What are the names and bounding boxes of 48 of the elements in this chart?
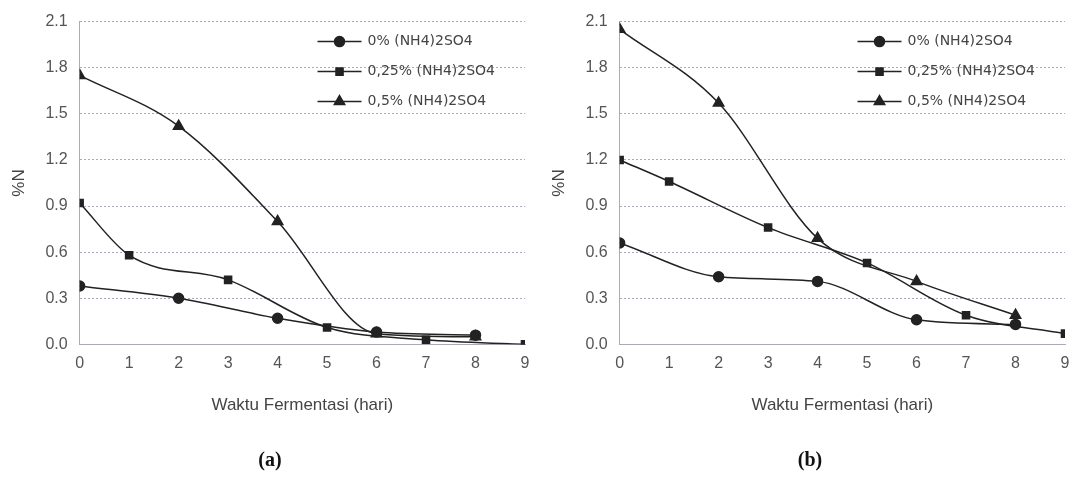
x-axis-title: Waktu Fermentasi (hari) xyxy=(751,395,934,415)
x-tick-label: 2 xyxy=(714,354,724,372)
x-tick-label: 0 xyxy=(75,354,85,372)
y-tick-label: 1.8 xyxy=(45,58,68,76)
legend-label: 0,5% (NH4)2SO4 xyxy=(367,92,487,109)
x-tick-label: 5 xyxy=(862,354,872,372)
x-axis-title: Waktu Fermentasi (hari) xyxy=(211,395,394,415)
x-tick-label: 2 xyxy=(174,354,184,372)
y-tick-label: 0.3 xyxy=(45,288,68,306)
y-tick-label: 1.8 xyxy=(585,58,608,76)
y-axis-title: %N xyxy=(8,169,28,197)
y-tick-label: 0.9 xyxy=(45,196,68,214)
y-tick-label: 2.1 xyxy=(45,12,68,30)
y-tick-label: 1.2 xyxy=(585,150,608,168)
legend-label: 0% (NH4)2SO4 xyxy=(907,32,1013,49)
x-tick-label: 4 xyxy=(273,354,283,372)
text: (a) xyxy=(257,448,283,471)
x-tick-label: 9 xyxy=(520,354,530,372)
y-axis-title: %N xyxy=(548,169,568,197)
y-tick-label: 0.0 xyxy=(585,334,608,352)
x-tick-label: 1 xyxy=(664,354,674,372)
x-tick-label: 8 xyxy=(471,354,481,372)
x-tick-label: 9 xyxy=(1060,354,1070,372)
text: (b) xyxy=(796,448,824,471)
legend-label: 0,25% (NH4)2SO4 xyxy=(367,62,496,79)
y-tick-label: 1.2 xyxy=(45,150,68,168)
y-tick-label: 0.9 xyxy=(585,196,608,214)
x-tick-label: 3 xyxy=(223,354,233,372)
y-tick-label: 0.0 xyxy=(45,334,68,352)
y-tick-label: 1.5 xyxy=(585,104,608,122)
x-tick-label: 6 xyxy=(912,354,922,372)
x-tick-label: 3 xyxy=(763,354,773,372)
x-tick-label: 0 xyxy=(615,354,625,372)
y-tick-label: 1.5 xyxy=(45,104,68,122)
x-tick-label: 1 xyxy=(124,354,134,372)
legend-label: 0,25% (NH4)2SO4 xyxy=(907,62,1036,79)
x-tick-label: 7 xyxy=(421,354,431,372)
y-tick-label: 0.6 xyxy=(45,242,68,260)
y-tick-label: 2.1 xyxy=(585,12,608,30)
legend-label: 0% (NH4)2SO4 xyxy=(367,32,473,49)
y-tick-label: 0.3 xyxy=(585,288,608,306)
x-tick-label: 8 xyxy=(1011,354,1021,372)
y-tick-label: 0.6 xyxy=(585,242,608,260)
x-tick-label: 5 xyxy=(322,354,332,372)
legend-label: 0,5% (NH4)2SO4 xyxy=(907,92,1027,109)
x-tick-label: 7 xyxy=(961,354,971,372)
x-tick-label: 4 xyxy=(813,354,823,372)
x-tick-label: 6 xyxy=(372,354,382,372)
